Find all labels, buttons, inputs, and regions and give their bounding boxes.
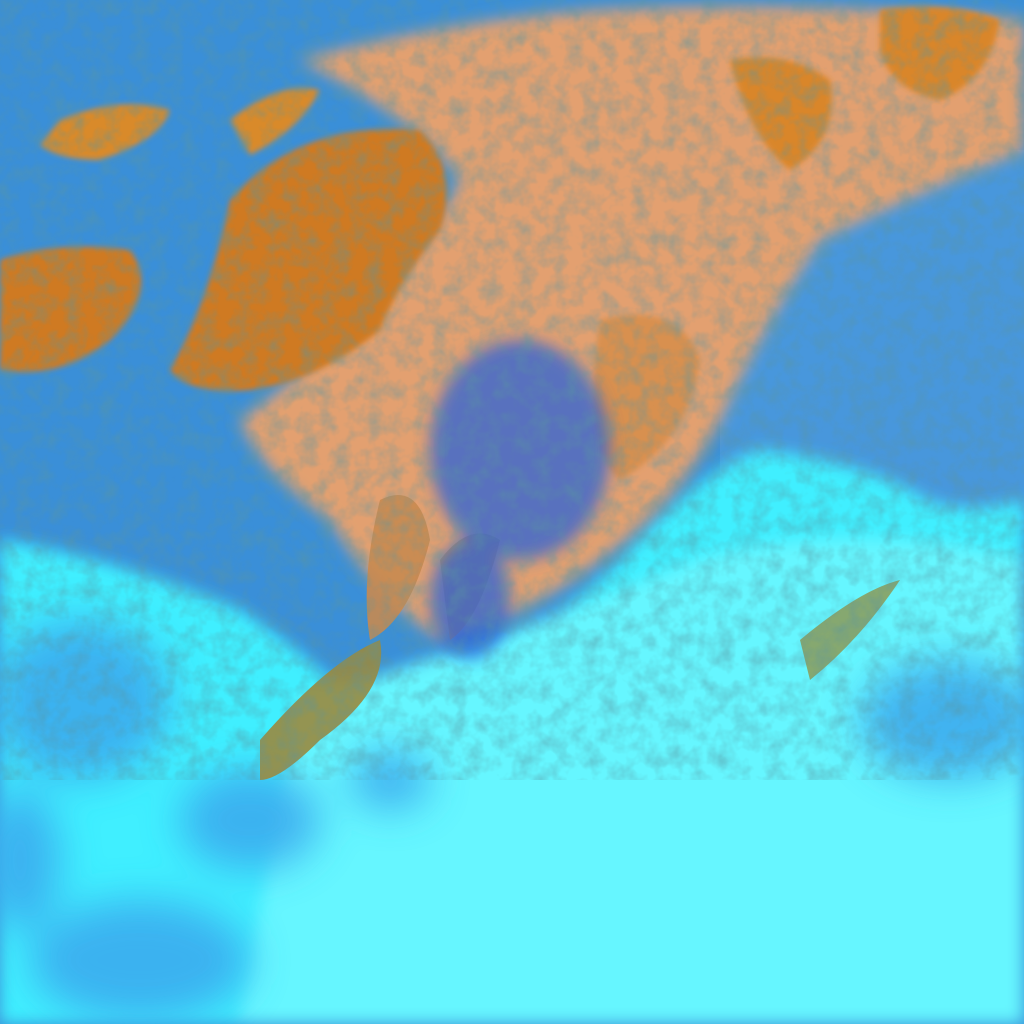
cloud-texture: [0, 0, 1024, 780]
